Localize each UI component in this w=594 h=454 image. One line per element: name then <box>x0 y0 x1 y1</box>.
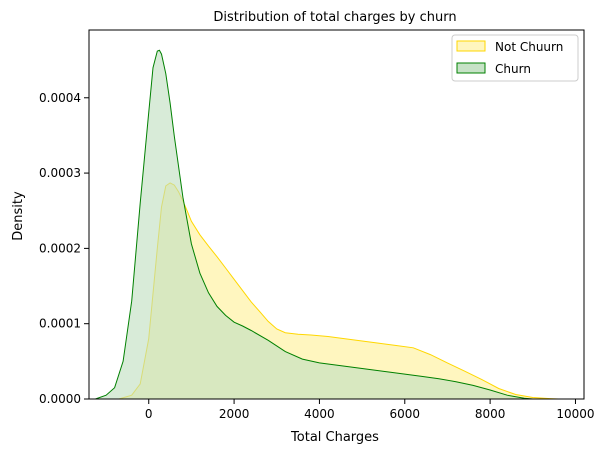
x-axis-label: Total Charges <box>290 430 379 445</box>
chart-title: Distribution of total charges by churn <box>213 10 456 25</box>
y-tick-label: 0.0002 <box>39 241 81 255</box>
x-tick-label: 6000 <box>390 407 421 421</box>
y-tick-label: 0.0003 <box>39 166 81 180</box>
series-area-churn <box>95 50 533 400</box>
legend-label-not-churn: Not Chuurn <box>495 40 563 54</box>
x-tick-label: 4000 <box>304 407 335 421</box>
legend-swatch-not-churn <box>456 40 486 52</box>
x-tick-label: 8000 <box>475 407 506 421</box>
x-axis-ticks: 0 2000 4000 6000 8000 10000 <box>145 399 594 421</box>
series-line-churn <box>95 49 533 400</box>
plot-area <box>88 29 585 400</box>
y-tick-label: 0.0004 <box>39 91 81 105</box>
y-tick-label: 0.0000 <box>39 392 81 406</box>
series-layer <box>95 49 559 400</box>
legend: Not Chuurn Churn <box>451 34 579 82</box>
x-tick-label: 0 <box>145 407 153 421</box>
legend-entry-churn: Churn <box>456 62 531 76</box>
x-tick-label: 2000 <box>219 407 250 421</box>
legend-entry-not-churn: Not Chuurn <box>456 40 563 54</box>
legend-label-churn: Churn <box>495 62 531 76</box>
x-tick-label: 10000 <box>556 407 594 421</box>
axes-frame <box>88 29 585 400</box>
legend-swatch-churn <box>456 62 486 74</box>
y-axis-ticks: 0.0000 0.0001 0.0002 0.0003 0.0004 <box>39 91 89 406</box>
y-axis-label: Density <box>11 191 26 241</box>
y-tick-label: 0.0001 <box>39 317 81 331</box>
